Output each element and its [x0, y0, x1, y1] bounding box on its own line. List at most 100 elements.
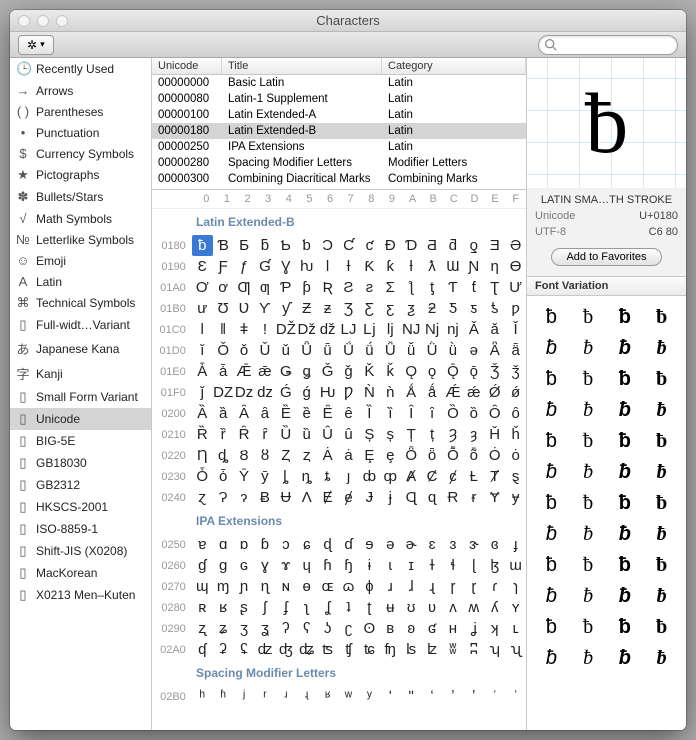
grid-cell[interactable]: ǧ [338, 361, 359, 382]
grid-cell[interactable]: ʒ [234, 618, 255, 639]
grid-cell[interactable]: ʅ [296, 597, 317, 618]
grid-cell[interactable]: ƕ [296, 256, 317, 277]
grid-cell[interactable]: ɻ [422, 576, 443, 597]
grid-cell[interactable]: ƾ [484, 298, 505, 319]
font-variation-cell[interactable]: ƀ [536, 399, 566, 422]
grid-cell[interactable]: ʎ [484, 597, 505, 618]
grid-cell[interactable]: ƿ [505, 298, 526, 319]
font-variation-cell[interactable]: ƀ [536, 306, 566, 329]
grid-cell[interactable]: Ǟ [484, 340, 505, 361]
font-variation-cell[interactable]: ƀ [536, 616, 566, 639]
grid-cell[interactable]: ɽ [463, 576, 484, 597]
font-variation-cell[interactable]: ƀ [610, 461, 640, 484]
grid-cell[interactable]: ʭ [463, 639, 484, 660]
grid-cell[interactable]: ȱ [213, 466, 234, 487]
grid-cell[interactable]: ȯ [505, 445, 526, 466]
grid-cell[interactable]: ƪ [401, 277, 422, 298]
grid-cell[interactable]: Ɛ [192, 256, 213, 277]
grid-cell[interactable]: ǥ [296, 361, 317, 382]
grid-cell[interactable]: ʬ [443, 639, 464, 660]
grid-cell[interactable]: ʞ [484, 618, 505, 639]
grid-cell[interactable]: Ƥ [275, 277, 296, 298]
grid-cell[interactable]: ƍ [463, 235, 484, 256]
sidebar-item[interactable]: •Punctuation [10, 122, 151, 143]
grid-cell[interactable]: ȶ [317, 466, 338, 487]
grid-cell[interactable]: ȧ [338, 445, 359, 466]
grid-cell[interactable]: Ƞ [192, 445, 213, 466]
grid-cell[interactable]: Ʉ [275, 487, 296, 508]
grid-cell[interactable]: ȹ [380, 466, 401, 487]
grid-cell[interactable]: ɒ [234, 534, 255, 555]
grid-cell[interactable]: ʤ [275, 639, 296, 660]
grid-cell[interactable]: ȁ [213, 403, 234, 424]
grid-cell[interactable]: ȸ [359, 466, 380, 487]
grid-cell[interactable]: Ɇ [317, 487, 338, 508]
grid-cell[interactable]: ȥ [296, 445, 317, 466]
grid-cell[interactable]: ɴ [275, 576, 296, 597]
grid-cell[interactable]: ʔ [275, 618, 296, 639]
sidebar-item[interactable]: あJapanese Kana [10, 336, 151, 361]
grid-cell[interactable]: ʥ [296, 639, 317, 660]
grid-cell[interactable]: ɗ [338, 534, 359, 555]
grid-cell[interactable]: Ǣ [234, 361, 255, 382]
grid-cell[interactable]: Ɓ [213, 235, 234, 256]
grid-cell[interactable]: ǹ [380, 382, 401, 403]
grid-cell[interactable]: ǀ [192, 319, 213, 340]
font-variation-cell[interactable]: ƀ [573, 430, 603, 453]
grid-cell[interactable]: ɩ [380, 555, 401, 576]
grid-cell[interactable]: ǎ [484, 319, 505, 340]
grid-cell[interactable]: ʗ [338, 618, 359, 639]
grid-cell[interactable]: ɵ [296, 576, 317, 597]
grid-cell[interactable]: ɲ [234, 576, 255, 597]
grid-cell[interactable]: ʩ [380, 639, 401, 660]
font-variation-cell[interactable]: ƀ [573, 399, 603, 422]
grid-cell[interactable]: Ǎ [463, 319, 484, 340]
grid-cell[interactable]: Ɋ [401, 487, 422, 508]
grid-cell[interactable]: ɉ [380, 487, 401, 508]
sidebar-item[interactable]: ▯BIG-5E [10, 430, 151, 452]
grid-cell[interactable]: ʡ [213, 639, 234, 660]
grid-cell[interactable]: ɑ [213, 534, 234, 555]
grid-cell[interactable]: ƶ [317, 298, 338, 319]
grid-cell[interactable]: ɐ [192, 534, 213, 555]
grid-cell[interactable]: Ʋ [234, 298, 255, 319]
grid-cell[interactable]: Ȓ [234, 424, 255, 445]
grid-cell[interactable]: Ƅ [275, 235, 296, 256]
grid-cell[interactable]: Ǒ [213, 340, 234, 361]
grid-cell[interactable]: ɶ [317, 576, 338, 597]
grid-cell[interactable]: Ơ [192, 277, 213, 298]
grid-cell[interactable]: ʮ [484, 639, 505, 660]
grid-cell[interactable]: Ǉ [338, 319, 359, 340]
grid-cell[interactable]: ǈ [359, 319, 380, 340]
block-table-row[interactable]: 00000300Combining Diacritical MarksCombi… [152, 171, 526, 187]
grid-cell[interactable]: ǯ [505, 361, 526, 382]
grid-cell[interactable]: Ɗ [401, 235, 422, 256]
grid-cell[interactable]: Ǫ [401, 361, 422, 382]
grid-cell[interactable]: ɀ [192, 487, 213, 508]
grid-cell[interactable]: Ǘ [338, 340, 359, 361]
block-table-row[interactable]: 00000080Latin-1 SupplementLatin [152, 91, 526, 107]
font-variation-cell[interactable]: ƀ [647, 368, 677, 391]
grid-cell[interactable]: Ț [401, 424, 422, 445]
grid-cell[interactable]: Ǔ [254, 340, 275, 361]
sidebar-item[interactable]: →Arrows [10, 80, 151, 101]
grid-cell[interactable]: Ⱥ [401, 466, 422, 487]
grid-cell[interactable]: Ǖ [296, 340, 317, 361]
grid-cell[interactable]: ȼ [443, 466, 464, 487]
sidebar-item[interactable]: №Letterlike Symbols [10, 229, 151, 250]
grid-cell[interactable]: ǋ [422, 319, 443, 340]
grid-cell[interactable]: ʵ [296, 686, 317, 707]
grid-cell[interactable]: ƣ [254, 277, 275, 298]
sidebar-item[interactable]: ▯Full-widt…Variant [10, 314, 151, 336]
sidebar-item[interactable]: ▯Shift-JIS (X0208) [10, 540, 151, 562]
grid-cell[interactable]: ʱ [213, 686, 234, 707]
grid-cell[interactable]: ʧ [338, 639, 359, 660]
grid-cell[interactable]: ǜ [443, 340, 464, 361]
grid-cell[interactable]: Ƿ [338, 382, 359, 403]
grid-cell[interactable]: ʽ [463, 686, 484, 707]
grid-cell[interactable]: ɖ [317, 534, 338, 555]
grid-cell[interactable]: ɓ [254, 534, 275, 555]
grid-cell[interactable]: Ǵ [275, 382, 296, 403]
grid-cell[interactable]: ƒ [234, 256, 255, 277]
grid-cell[interactable]: ɇ [338, 487, 359, 508]
